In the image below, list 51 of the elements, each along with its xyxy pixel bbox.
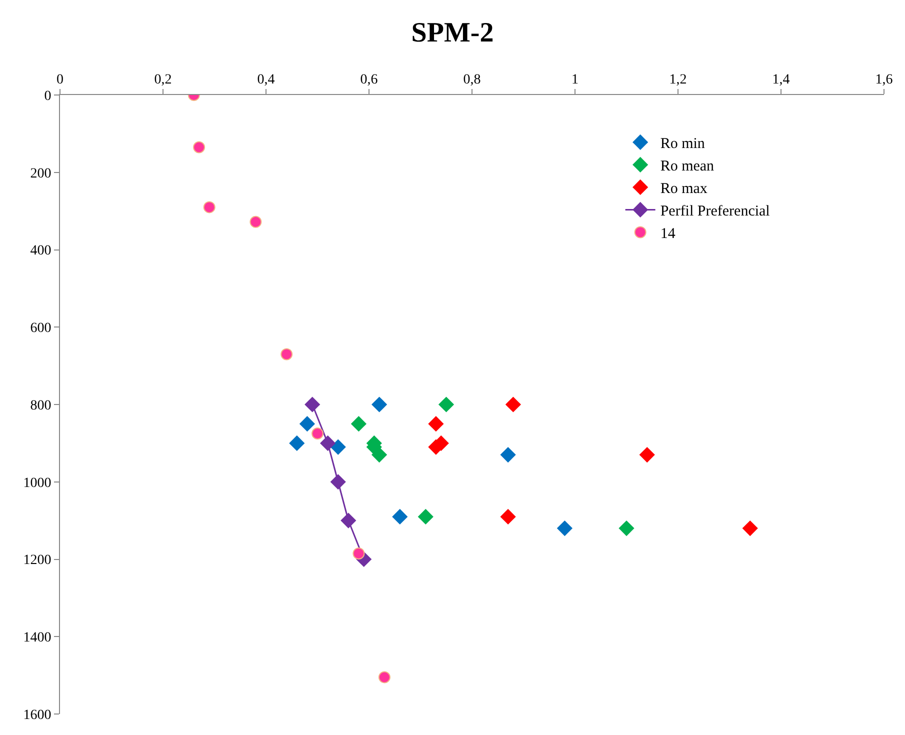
point [372, 396, 388, 412]
point [289, 435, 305, 451]
point [378, 671, 390, 684]
point [418, 508, 434, 524]
point [350, 416, 366, 432]
x-tick-label: 0,4 [257, 72, 275, 88]
chart-title: SPM-2 [411, 18, 494, 49]
y-tick-label: 1000 [23, 476, 52, 491]
legend-label: Ro min [660, 136, 706, 152]
y-tick-label: 600 [30, 321, 52, 336]
x-tick-label: 0,8 [463, 72, 481, 88]
point [392, 508, 408, 524]
y-tick-label: 0 [44, 88, 52, 104]
point [500, 508, 516, 524]
x-tick-label: 1,4 [772, 72, 790, 88]
point [250, 216, 262, 228]
point [438, 396, 454, 412]
point [304, 396, 320, 412]
point [330, 474, 346, 490]
x-tick-label: 0,2 [154, 72, 172, 88]
y-tick-label: 200 [30, 166, 52, 182]
x-tick-label: 0,6 [360, 72, 378, 88]
point [428, 416, 444, 432]
legend-label: 14 [660, 226, 676, 242]
point [320, 435, 336, 451]
legend-label: Ro mean [660, 158, 715, 175]
y-tick-label: 800 [30, 398, 52, 414]
x-tick-label: 0 [56, 72, 64, 88]
point [340, 512, 356, 528]
point [556, 520, 572, 536]
legend-label: Perfil Preferencial [660, 204, 770, 220]
point [203, 201, 216, 214]
point [500, 446, 516, 463]
point [312, 428, 324, 440]
point [742, 520, 758, 536]
x-tick-label: 1 [572, 72, 578, 88]
y-tick-label: 1600 [23, 708, 52, 723]
point [280, 348, 293, 360]
point [505, 396, 521, 412]
point [193, 141, 206, 154]
point [639, 446, 655, 463]
legend-label: Ro max [660, 181, 708, 198]
point [330, 439, 346, 455]
x-tick-label: 1,2 [669, 72, 687, 88]
y-tick-label: 1200 [23, 553, 52, 568]
point [299, 416, 315, 432]
y-tick-label: 400 [30, 244, 52, 259]
y-tick-label: 1400 [23, 630, 52, 646]
x-tick-label: 1,6 [875, 72, 893, 88]
point [618, 520, 634, 536]
point [372, 446, 388, 463]
